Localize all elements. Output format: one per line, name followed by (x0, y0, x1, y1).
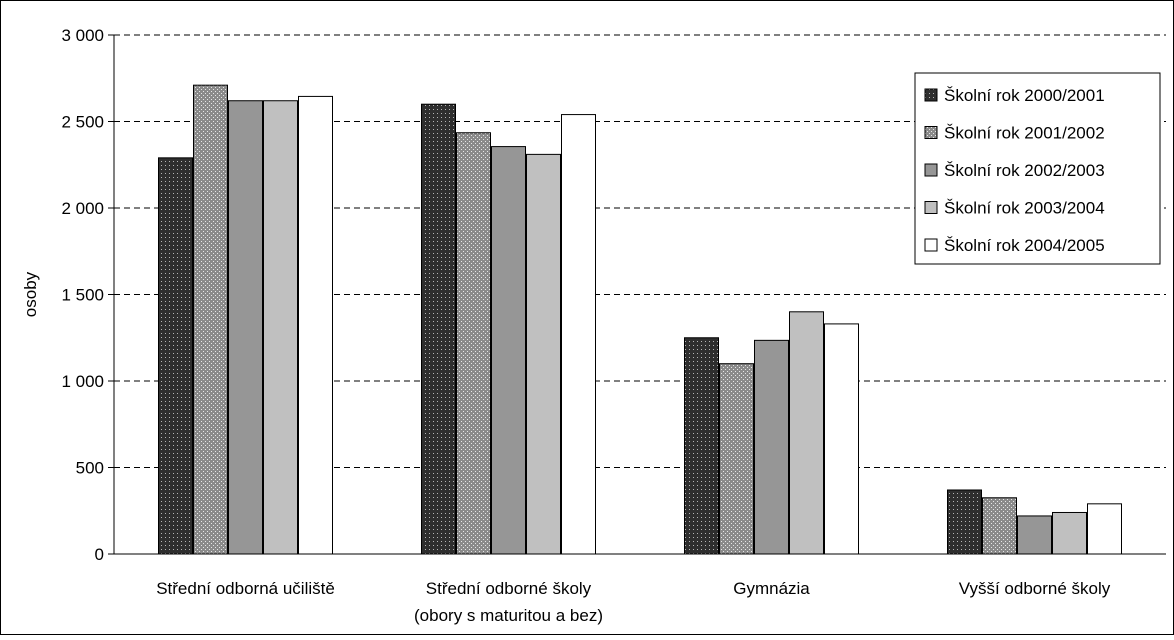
y-axis-label: osoby (21, 271, 40, 317)
legend-swatch (924, 238, 938, 252)
bar (824, 323, 859, 555)
bar (193, 84, 228, 555)
bar (947, 489, 982, 555)
bar (421, 103, 456, 555)
y-tick-label: 0 (95, 545, 104, 564)
y-tick-label: 1 000 (61, 372, 104, 391)
legend-box (914, 72, 1161, 265)
legend-label: Školní rok 2003/2004 (944, 199, 1105, 218)
bar (1087, 503, 1122, 555)
x-category-label: Střední odborná učiliště (156, 579, 335, 598)
bar (298, 95, 333, 555)
bar (789, 311, 824, 555)
bar (719, 363, 754, 555)
legend-swatch (924, 88, 938, 102)
legend-label: Školní rok 2000/2001 (944, 86, 1105, 105)
y-tick-label: 2 500 (61, 113, 104, 132)
bar (456, 132, 491, 555)
bar (263, 100, 298, 555)
bar (982, 497, 1017, 555)
bar (526, 153, 561, 555)
x-category-label: (obory s maturitou a bez) (414, 606, 603, 625)
legend-label: Školní rok 2004/2005 (944, 236, 1105, 255)
legend-swatch (924, 201, 938, 214)
legend-label: Školní rok 2001/2002 (944, 124, 1105, 143)
bar (228, 100, 263, 555)
bar (1017, 515, 1052, 555)
x-category-label: Gymnázia (733, 579, 810, 598)
legend-swatch (924, 126, 938, 139)
bar (754, 339, 789, 555)
legend-label: Školní rok 2002/2003 (944, 161, 1105, 180)
legend-swatch (924, 163, 938, 177)
bar (561, 114, 596, 555)
bar (684, 337, 719, 555)
bar (158, 157, 193, 555)
y-tick-label: 500 (76, 459, 104, 478)
y-tick-label: 1 500 (61, 286, 104, 305)
bar (491, 146, 526, 555)
y-tick-label: 3 000 (61, 26, 104, 45)
bar (1052, 511, 1087, 555)
y-tick-label: 2 000 (61, 199, 104, 218)
x-category-label: Vyšší odborné školy (959, 579, 1111, 598)
x-category-label: Střední odborné školy (426, 579, 592, 598)
